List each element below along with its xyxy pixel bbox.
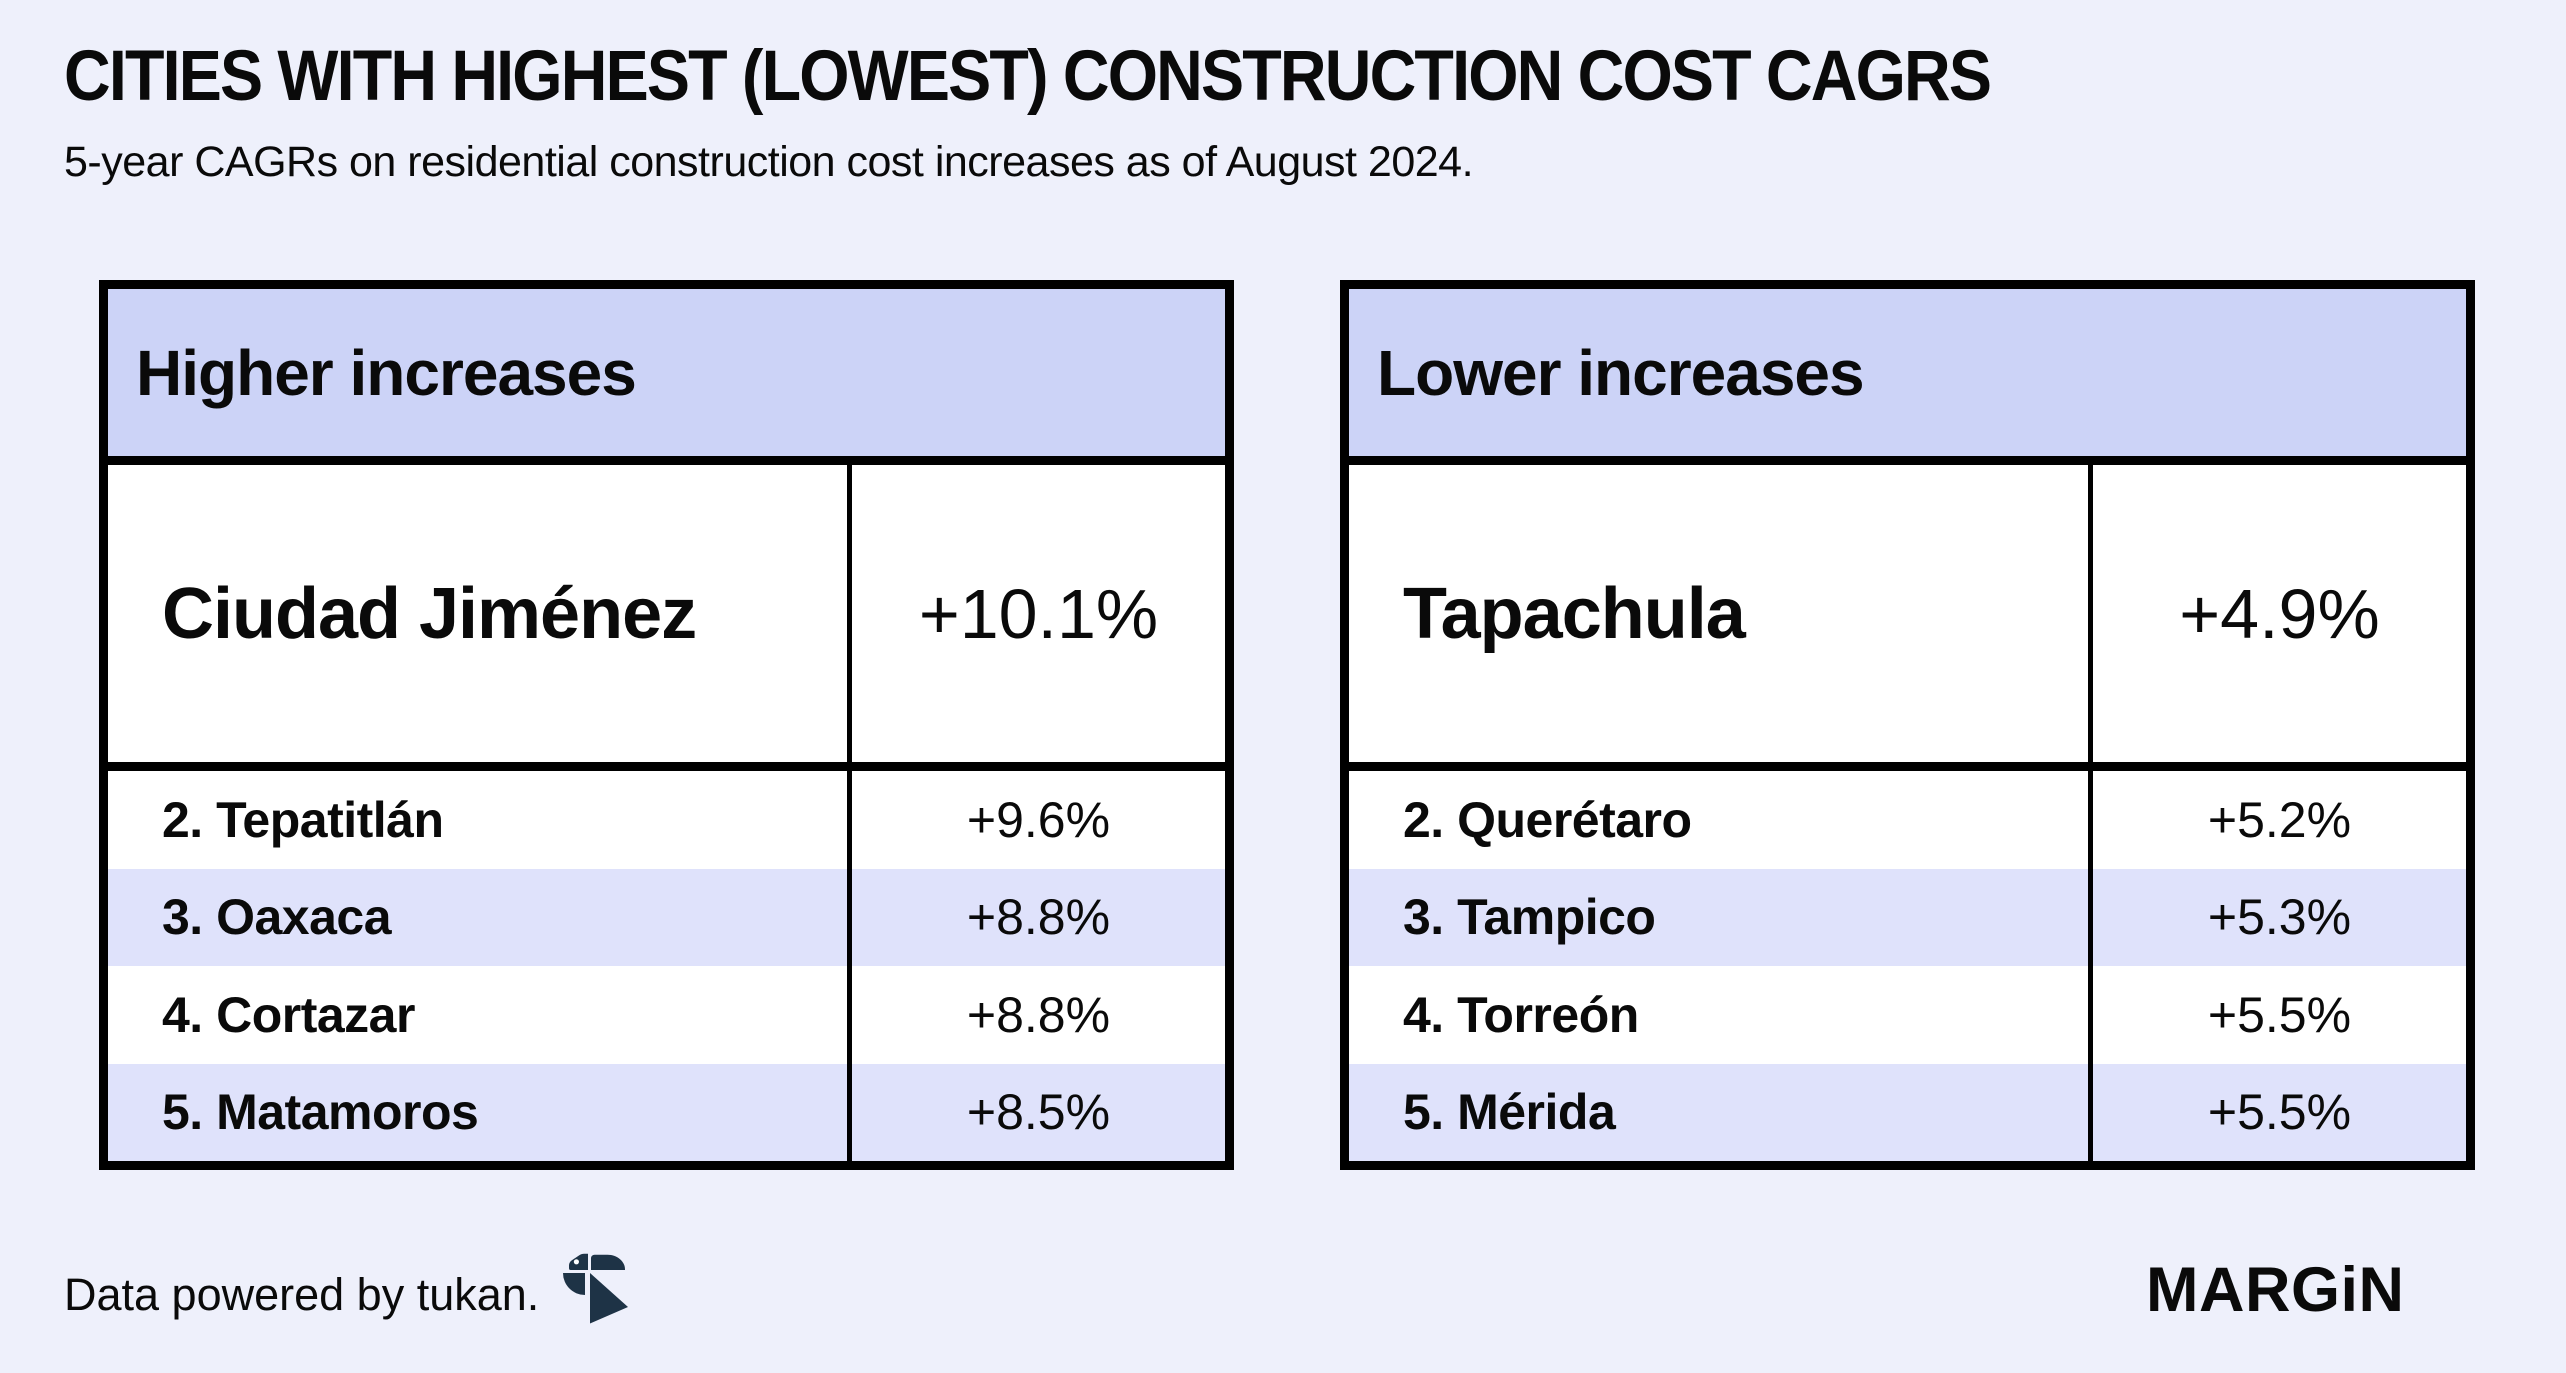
featured-city: Tapachula (1403, 573, 1746, 654)
page-subtitle: 5-year CAGRs on residential construction… (64, 138, 1474, 186)
row-cagr: +8.5% (847, 1063, 1225, 1161)
featured-cagr: +10.1% (847, 465, 1225, 762)
row-city: 4. Cortazar (162, 986, 415, 1043)
row-city: 3. Oaxaca (162, 889, 392, 946)
table-header-lower: Lower increases (1349, 289, 2466, 465)
row-cagr: +5.2% (2088, 771, 2466, 869)
data-credit-text: Data powered by tukan. (64, 1269, 540, 1320)
row-cagr: +5.3% (2088, 868, 2466, 966)
table-row: 4. Torreón +5.5% (1349, 966, 2466, 1064)
featured-city: Ciudad Jiménez (162, 573, 697, 654)
row-city: 2. Querétaro (1403, 791, 1692, 848)
ranked-rows: 2. Querétaro +5.2% 3. Tampico +5.3% 4. T… (1349, 771, 2466, 1161)
row-city: 3. Tampico (1403, 889, 1656, 946)
table-row: 5. Matamoros +8.5% (108, 1063, 1225, 1161)
row-cagr: +8.8% (847, 966, 1225, 1064)
margin-logo: MARGiN (2146, 1255, 2405, 1325)
row-cagr: +5.5% (2088, 1063, 2466, 1161)
ranked-rows: 2. Tepatitlán +9.6% 3. Oaxaca +8.8% 4. C… (108, 771, 1225, 1161)
table-header-higher: Higher increases (108, 289, 1225, 465)
lower-increases-table: Lower increases Tapachula +4.9% 2. Queré… (1340, 280, 2475, 1170)
table-row: 2. Querétaro +5.2% (1349, 771, 2466, 869)
table-row: 4. Cortazar +8.8% (108, 966, 1225, 1064)
footer-credit: Data powered by tukan. (64, 1252, 629, 1324)
row-cagr: +9.6% (847, 771, 1225, 869)
tables-container: Higher increases Ciudad Jiménez +10.1% 2… (99, 280, 2475, 1170)
row-city: 4. Torreón (1403, 986, 1639, 1043)
tukan-toucan-icon (563, 1253, 629, 1323)
row-cagr: +8.8% (847, 868, 1225, 966)
table-row: 2. Tepatitlán +9.6% (108, 771, 1225, 869)
featured-row: Ciudad Jiménez +10.1% (108, 465, 1225, 771)
table-row: 5. Mérida +5.5% (1349, 1063, 2466, 1161)
page-title: CITIES WITH HIGHEST (LOWEST) CONSTRUCTIO… (64, 37, 1992, 116)
table-row: 3. Tampico +5.3% (1349, 868, 2466, 966)
row-city: 5. Matamoros (162, 1084, 479, 1141)
table-row: 3. Oaxaca +8.8% (108, 868, 1225, 966)
featured-row: Tapachula +4.9% (1349, 465, 2466, 771)
row-city: 5. Mérida (1403, 1084, 1616, 1141)
featured-cagr: +4.9% (2088, 465, 2466, 762)
row-cagr: +5.5% (2088, 966, 2466, 1064)
row-city: 2. Tepatitlán (162, 791, 444, 848)
higher-increases-table: Higher increases Ciudad Jiménez +10.1% 2… (99, 280, 1234, 1170)
